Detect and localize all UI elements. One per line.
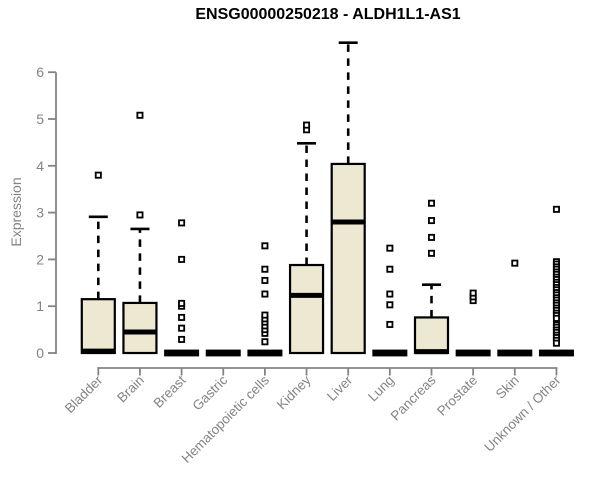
outlier-breast <box>178 255 186 263</box>
y-tick-label: 6 <box>36 64 44 80</box>
y-tick-label: 0 <box>36 345 44 361</box>
outlier-pancreas <box>427 233 435 241</box>
outlier-unknown-other <box>552 205 560 213</box>
outlier-brain <box>136 211 144 219</box>
outlier-pancreas <box>427 249 435 257</box>
outlier-skin <box>511 259 519 267</box>
outlier-brain <box>136 111 144 119</box>
x-tick-label-unknown-other: Unknown / Other <box>481 372 564 455</box>
x-tick-label-kidney: Kidney <box>274 372 314 412</box>
median-hematopoietic-cells <box>247 349 283 357</box>
outlier-breast <box>178 324 186 332</box>
x-tick-label-prostate: Prostate <box>434 373 480 419</box>
outlier-hematopoietic-cells <box>261 290 269 298</box>
outlier-lung <box>386 301 394 309</box>
outlier-lung <box>386 244 394 252</box>
outlier-breast <box>178 299 186 307</box>
chart-title: ENSG00000250218 - ALDH1L1-AS1 <box>195 6 461 23</box>
box-bladder <box>80 298 116 355</box>
outlier-breast <box>178 313 186 321</box>
outlier-breast <box>178 335 186 343</box>
outlier-unknown-other <box>552 314 560 322</box>
outlier-prostate <box>469 289 477 297</box>
x-tick-label-pancreas: Pancreas <box>388 372 439 423</box>
x-tick-label-breast: Breast <box>151 372 189 410</box>
median-prostate <box>455 349 491 357</box>
outlier-lung <box>386 320 394 328</box>
median-breast <box>164 349 200 357</box>
outlier-lung <box>386 265 394 273</box>
x-tick-label-liver: Liver <box>324 372 356 404</box>
y-tick-label: 5 <box>36 111 44 127</box>
median-gastric <box>205 349 241 357</box>
box-pancreas <box>413 316 450 355</box>
outlier-hematopoietic-cells <box>261 276 269 284</box>
y-tick-label: 3 <box>36 205 44 221</box>
x-tick-label-lung: Lung <box>365 373 397 405</box>
x-tick-label-bladder: Bladder <box>62 372 106 416</box>
outlier-pancreas <box>427 217 435 225</box>
outlier-unknown-other <box>552 339 560 347</box>
outlier-bladder <box>94 171 102 179</box>
x-tick-label-skin: Skin <box>493 373 522 402</box>
box-kidney <box>288 263 325 355</box>
outlier-pancreas <box>427 199 435 207</box>
outlier-hematopoietic-cells <box>261 242 269 250</box>
outlier-hematopoietic-cells <box>261 265 269 273</box>
outlier-kidney <box>303 121 311 129</box>
y-tick-label: 2 <box>36 251 44 267</box>
box-liver <box>330 162 366 355</box>
box-brain <box>122 301 158 355</box>
median-lung <box>372 349 408 357</box>
x-tick-label-brain: Brain <box>114 373 147 406</box>
outlier-lung <box>386 290 394 298</box>
outlier-breast <box>178 219 186 227</box>
median-unknown-other <box>538 349 574 357</box>
outlier-hematopoietic-cells <box>261 338 269 346</box>
x-tick-label-gastric: Gastric <box>190 372 231 413</box>
y-tick-label: 1 <box>36 298 44 314</box>
y-tick-label: 4 <box>36 158 44 174</box>
outlier-hematopoietic-cells <box>261 311 269 319</box>
median-skin <box>497 349 533 357</box>
